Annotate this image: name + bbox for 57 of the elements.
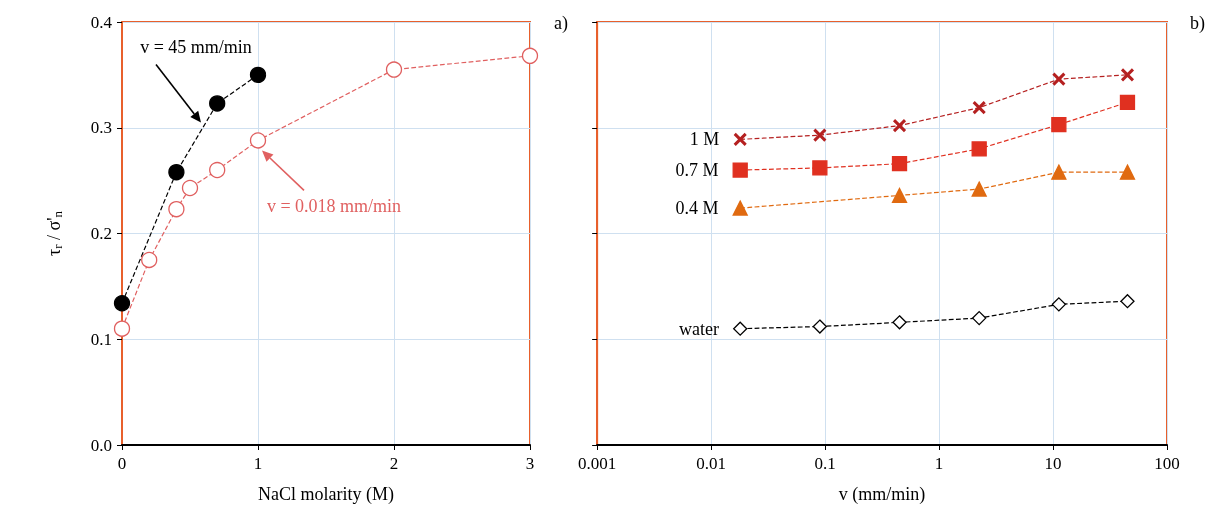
point xyxy=(181,179,199,197)
point xyxy=(113,320,131,337)
point xyxy=(168,201,185,218)
point xyxy=(891,187,908,204)
y-tick-label: 0.3 xyxy=(90,118,112,138)
x-axis-title: v (mm/min) xyxy=(838,484,926,505)
point xyxy=(892,118,907,133)
point xyxy=(971,141,987,157)
x-tick-label: 2 xyxy=(389,454,399,473)
point xyxy=(972,310,987,326)
text: b) xyxy=(1190,13,1206,34)
point xyxy=(732,200,748,216)
point xyxy=(249,132,267,149)
point xyxy=(1051,297,1067,312)
point xyxy=(141,251,158,269)
y-tick-label: 0.4 xyxy=(90,12,113,32)
point xyxy=(521,47,539,64)
x-tick-label: 100 xyxy=(1154,454,1180,473)
y-tick-label: 0.0 xyxy=(90,435,112,455)
point xyxy=(732,162,748,178)
series-label: 0.4 M xyxy=(675,198,719,219)
point xyxy=(385,61,403,78)
point xyxy=(209,95,226,112)
x-tick-label: 0 xyxy=(117,454,127,473)
annotation: v = 0.018 mm/min xyxy=(266,196,402,217)
point xyxy=(812,160,828,176)
point xyxy=(733,132,748,147)
annotation: v = 45 mm/min xyxy=(140,36,252,57)
point xyxy=(733,321,748,336)
x-tick-label: 0.1 xyxy=(814,454,836,473)
y-tick-label: 0.2 xyxy=(90,224,112,243)
series-label: 1 M xyxy=(689,129,720,150)
point xyxy=(972,100,987,115)
point xyxy=(1051,72,1066,87)
point xyxy=(209,161,226,179)
point xyxy=(168,164,185,181)
y-axis-title: τr / σ'n xyxy=(43,210,65,257)
x-tick-label: 0.001 xyxy=(578,454,617,473)
point xyxy=(1051,164,1067,180)
x-axis-title: NaCl molarity (M) xyxy=(258,484,394,505)
series-label: water xyxy=(679,318,720,339)
x-tick-label: 0.01 xyxy=(696,454,726,473)
point xyxy=(113,295,131,312)
point xyxy=(249,66,267,84)
y-tick-label: 0.1 xyxy=(90,329,112,349)
point xyxy=(892,315,907,330)
point xyxy=(891,156,908,172)
point xyxy=(971,181,987,197)
x-tick-label: 1 xyxy=(934,454,944,473)
x-tick-label: 10 xyxy=(1044,454,1062,473)
text: a) xyxy=(554,13,569,34)
x-tick-label: 1 xyxy=(253,454,263,473)
point xyxy=(812,128,827,143)
point xyxy=(1051,116,1067,133)
point xyxy=(812,319,828,334)
series-label: 0.7 M xyxy=(675,160,719,181)
x-tick-label: 3 xyxy=(525,454,535,473)
